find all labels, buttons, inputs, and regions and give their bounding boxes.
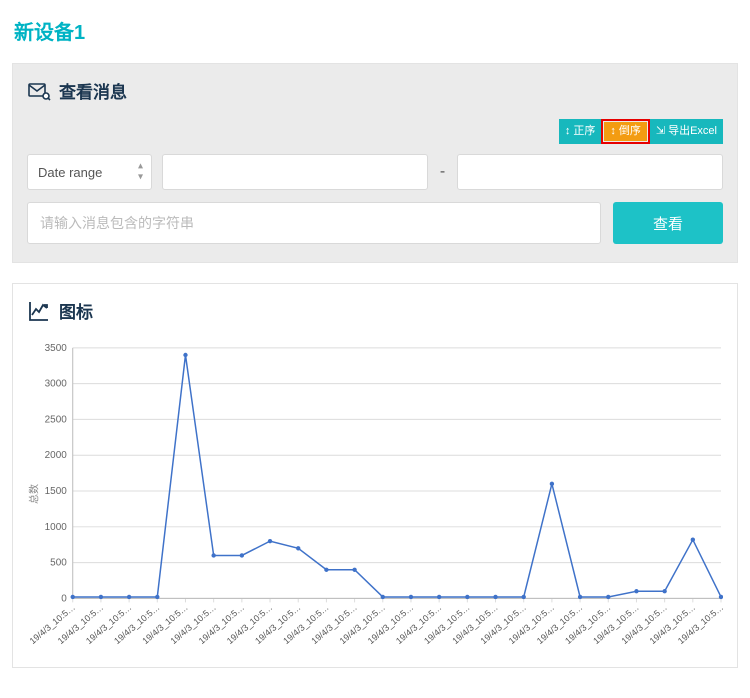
svg-text:3500: 3500: [45, 343, 68, 354]
svg-text:1500: 1500: [45, 486, 68, 497]
chart-area: 总数 050010001500200025003000350019/4/3_10…: [27, 339, 723, 649]
search-input[interactable]: [27, 202, 601, 244]
search-row: 查看: [27, 202, 723, 244]
date-range-label: Date range: [38, 165, 102, 180]
sort-asc-button[interactable]: ↕ 正序: [559, 119, 602, 144]
messages-panel: 查看消息 ↕ 正序 ↕ 倒序 ⇲ 导出Excel Date range ▴▾ -…: [12, 63, 738, 263]
date-from-input[interactable]: [162, 154, 428, 190]
svg-text:2000: 2000: [45, 450, 68, 461]
sort-desc-button[interactable]: ↕ 倒序: [604, 122, 647, 141]
svg-text:0: 0: [61, 593, 67, 604]
export-icon: ⇲: [656, 126, 665, 137]
chart-panel: 图标 总数 050010001500200025003000350019/4/3…: [12, 283, 738, 668]
sort-export-row: ↕ 正序 ↕ 倒序 ⇲ 导出Excel: [27, 119, 723, 144]
view-button[interactable]: 查看: [613, 202, 723, 244]
export-excel-label: 导出Excel: [668, 126, 717, 137]
sort-desc-highlight: ↕ 倒序: [601, 119, 650, 144]
svg-text:1000: 1000: [45, 522, 68, 533]
svg-text:2500: 2500: [45, 414, 68, 425]
chart-icon: [27, 299, 51, 323]
page-title: 新设备1: [14, 16, 736, 45]
sort-desc-label: 倒序: [619, 126, 641, 137]
date-to-input[interactable]: [457, 154, 723, 190]
date-range-select[interactable]: Date range ▴▾: [27, 154, 152, 190]
sort-desc-icon: ↕: [610, 126, 616, 137]
chart-panel-header: 图标: [27, 298, 723, 323]
date-filter-row: Date range ▴▾ -: [27, 154, 723, 190]
svg-text:500: 500: [50, 558, 67, 569]
sort-asc-icon: ↕: [565, 126, 571, 137]
messages-panel-title: 查看消息: [59, 78, 127, 103]
chart-panel-title: 图标: [59, 298, 93, 323]
mail-search-icon: [27, 79, 51, 103]
export-excel-button[interactable]: ⇲ 导出Excel: [650, 119, 723, 144]
chevron-updown-icon: ▴▾: [138, 162, 143, 183]
line-chart: 050010001500200025003000350019/4/3_10:5……: [27, 339, 723, 649]
svg-text:3000: 3000: [45, 379, 68, 390]
y-axis-label: 总数: [26, 484, 41, 504]
range-separator: -: [438, 163, 447, 181]
messages-panel-header: 查看消息: [27, 78, 723, 103]
sort-asc-label: 正序: [573, 126, 595, 137]
